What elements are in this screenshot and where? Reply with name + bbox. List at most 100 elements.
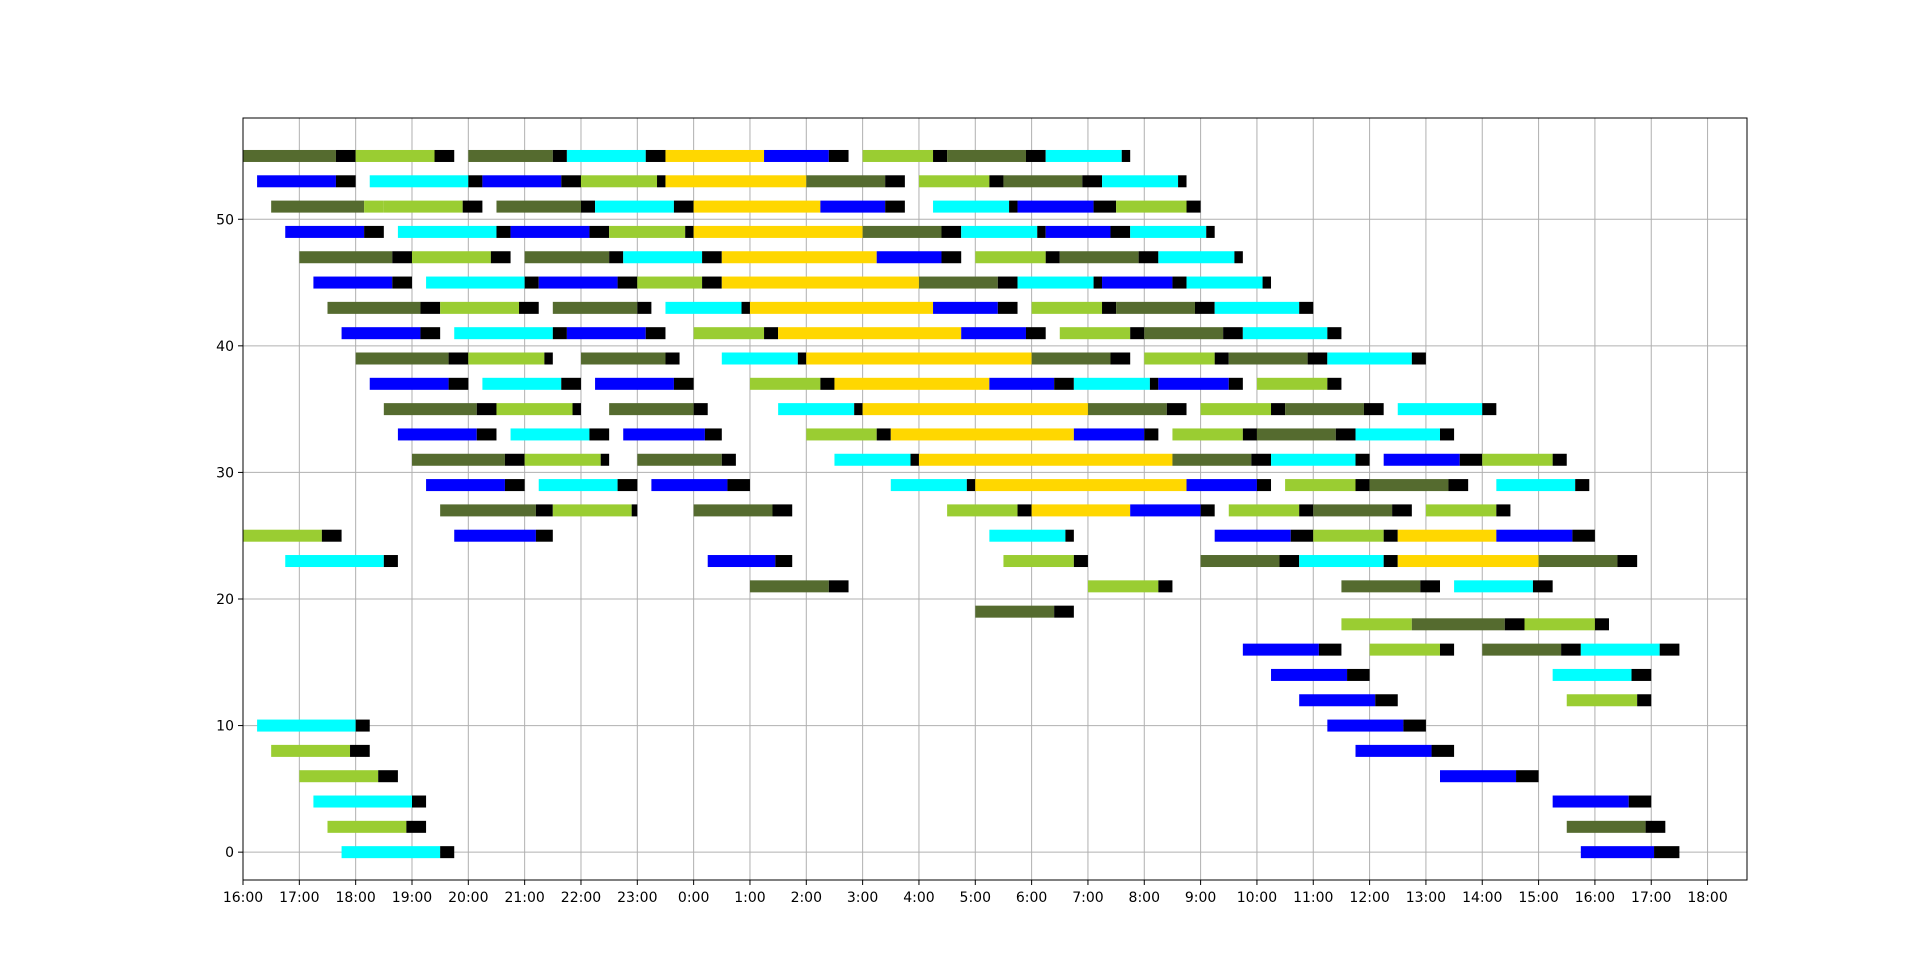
bar-segment-black xyxy=(1617,555,1638,568)
bar-segment-yellowgreen xyxy=(1341,618,1412,631)
bar-segment-yellowgreen xyxy=(355,149,435,162)
bar-segment-black xyxy=(1516,770,1539,783)
grid-lines xyxy=(242,118,1747,880)
bar-segment-gold xyxy=(693,225,863,238)
x-tick-label: 18:00 xyxy=(1687,890,1727,906)
bar-segment-cyan xyxy=(834,453,911,466)
bar-segment-cyan xyxy=(341,846,441,859)
bar-segment-cyan xyxy=(1214,301,1300,314)
bar-segment-blue xyxy=(313,276,393,289)
bar-segment-gold xyxy=(749,301,934,314)
x-tick-label: 22:00 xyxy=(561,890,601,906)
bar-segment-black xyxy=(524,276,539,289)
bar-segment-olive xyxy=(1172,453,1252,466)
bar-segment-yellowgreen xyxy=(806,428,877,441)
bar-segment-olive xyxy=(383,403,477,416)
bar-segment-black xyxy=(854,403,863,416)
bar-segment-black xyxy=(600,453,610,466)
bar-segment-blue xyxy=(1158,377,1229,390)
bar-segment-black xyxy=(468,175,483,188)
bar-segment-black xyxy=(561,377,581,390)
y-axis-ticks: 0 10 20 30 40 50 xyxy=(216,212,243,861)
bar-segment-black xyxy=(989,175,1004,188)
bar-segment-black xyxy=(1228,377,1243,390)
bar-segment-blue xyxy=(1496,529,1573,542)
bar-segment-black xyxy=(673,200,694,213)
bar-segment-gold xyxy=(862,403,1088,416)
bar-segment-blue xyxy=(1580,846,1655,859)
bar-segment-black xyxy=(1149,377,1159,390)
bar-segment-cyan xyxy=(1271,453,1356,466)
bar-segment-blue xyxy=(1073,428,1145,441)
bar-segment-black xyxy=(941,225,962,238)
y-tick-label: 40 xyxy=(216,339,234,355)
bar-segment-black xyxy=(665,352,680,365)
bar-segment-cyan xyxy=(623,251,703,264)
bar-segment-cyan xyxy=(566,149,646,162)
bar-segment-cyan xyxy=(1580,643,1660,656)
bar-segment-black xyxy=(1223,327,1243,340)
bar-segment-black xyxy=(617,276,638,289)
bar-segment-black xyxy=(1251,453,1272,466)
x-tick-label: 17:00 xyxy=(279,890,319,906)
bar-segment-yellowgreen xyxy=(749,377,821,390)
bar-segment-gold xyxy=(806,352,1032,365)
bar-segment-yellowgreen xyxy=(271,744,351,757)
bar-segment-yellowgreen xyxy=(524,453,601,466)
bar-segment-olive xyxy=(749,580,829,593)
bar-segment-yellowgreen xyxy=(947,504,1018,517)
bar-segment-black xyxy=(1178,175,1187,188)
bars xyxy=(243,149,1680,859)
bar-segment-black xyxy=(1637,694,1652,707)
bar-segment-black xyxy=(321,529,342,542)
bar-segment-olive xyxy=(1482,643,1562,656)
bar-segment-black xyxy=(1375,694,1398,707)
bar-segment-black xyxy=(535,529,553,542)
bar-segment-black xyxy=(420,327,441,340)
bar-segment-blue xyxy=(876,251,942,264)
bar-segment-black xyxy=(1561,643,1581,656)
bar-segment-black xyxy=(933,149,948,162)
bar-segment-cyan xyxy=(1102,175,1179,188)
bar-segment-olive xyxy=(1003,175,1083,188)
y-tick-label: 20 xyxy=(216,592,234,608)
bar-segment-black xyxy=(392,276,412,289)
bar-segment-black xyxy=(1431,744,1455,757)
bar-segment-olive xyxy=(918,276,998,289)
bar-segment-olive xyxy=(327,301,421,314)
bar-segment-yellowgreen xyxy=(1425,504,1497,517)
bar-segment-black xyxy=(657,175,666,188)
bar-segment-black xyxy=(775,555,793,568)
bar-segment-olive xyxy=(1256,428,1336,441)
bar-segment-cyan xyxy=(721,352,798,365)
bar-segment-black xyxy=(1299,301,1314,314)
bar-segment-olive xyxy=(1087,403,1167,416)
bar-segment-blue xyxy=(510,225,590,238)
bar-segment-olive xyxy=(468,149,553,162)
x-tick-label: 8:00 xyxy=(1129,890,1160,906)
bar-segment-blue xyxy=(707,555,776,568)
bar-segment-cyan xyxy=(510,428,590,441)
bar-segment-black xyxy=(631,504,638,517)
bar-segment-black xyxy=(704,428,722,441)
bar-segment-black xyxy=(544,352,553,365)
bar-segment-black xyxy=(378,770,398,783)
bar-segment-cyan xyxy=(961,225,1038,238)
bar-segment-black xyxy=(1025,149,1046,162)
bar-segment-blue xyxy=(1271,668,1348,681)
bar-segment-black xyxy=(572,403,581,416)
bar-segment-cyan xyxy=(1552,668,1632,681)
bar-segment-yellowgreen xyxy=(1059,327,1131,340)
bar-segment-black xyxy=(828,149,849,162)
x-tick-label: 16:00 xyxy=(1575,890,1615,906)
bar-segment-black xyxy=(966,479,976,492)
bar-segment-black xyxy=(1440,643,1455,656)
bar-segment-black xyxy=(1093,276,1103,289)
bar-segment-olive xyxy=(806,175,886,188)
bar-segment-yellowgreen xyxy=(1087,580,1159,593)
bar-segment-black xyxy=(876,428,891,441)
bar-segment-blue xyxy=(933,301,998,314)
bar-segment-black xyxy=(693,403,708,416)
bar-segment-olive xyxy=(1341,580,1421,593)
bar-segment-black xyxy=(1290,529,1314,542)
